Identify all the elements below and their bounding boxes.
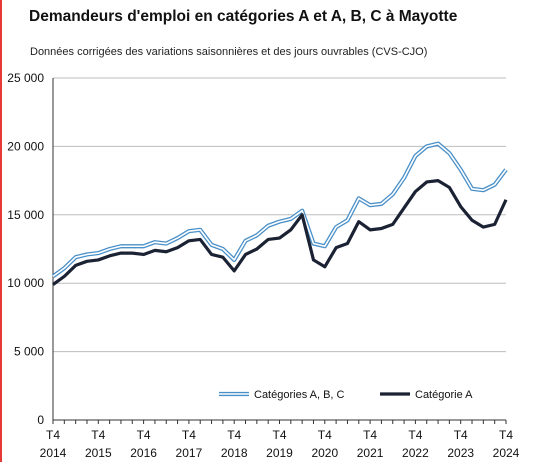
- chart-subtitle: Données corrigées des variations saisonn…: [30, 46, 428, 58]
- series-line-cat-gorie-a: [52, 179, 508, 286]
- x-tick-quarter-label: T4: [137, 428, 151, 442]
- x-tick-year-label: 2022: [402, 446, 429, 460]
- x-tick-quarter-label: T4: [227, 428, 241, 442]
- y-tick-label: 15 000: [7, 208, 44, 222]
- series-line-cat-gories-a-b-c: [51, 141, 508, 279]
- x-tick-quarter-label: T4: [91, 428, 105, 442]
- x-tick-year-label: 2015: [85, 446, 112, 460]
- x-tick-quarter-label: T4: [454, 428, 468, 442]
- y-tick-label: 10 000: [7, 276, 44, 290]
- x-axis-ticks: T4 2014 T4 2015 T4 2016 T4 2017 T4 2018 T4 2019 T4 20…: [40, 420, 520, 460]
- x-tick-year-label: 2020: [311, 446, 338, 460]
- x-tick-quarter-label: T4: [408, 428, 422, 442]
- x-tick-year-label: 2016: [130, 446, 157, 460]
- x-tick-quarter-label: T4: [272, 428, 286, 442]
- series-lines: [51, 141, 508, 286]
- series-line-cat-gories-a-b-c-inner: [52, 142, 507, 278]
- axes: [52, 78, 506, 421]
- x-tick-year-label: 2018: [221, 446, 248, 460]
- x-tick-year-label: 2014: [40, 446, 67, 460]
- left-edge-rule: [0, 0, 2, 462]
- x-tick-year-label: 2023: [447, 446, 474, 460]
- x-tick-year-label: 2021: [357, 446, 384, 460]
- y-tick-label: 25 000: [7, 71, 44, 85]
- legend-label-cat-gorie-a: Catégorie A: [415, 389, 473, 401]
- legend-label-cat-gories-a-b-c: Catégories A, B, C: [254, 389, 345, 401]
- grid-lines: [53, 77, 506, 353]
- y-tick-label: 20 000: [7, 139, 44, 153]
- y-axis-ticks: 0 5 000 10 000 15 000 20 000 25 000: [7, 71, 44, 427]
- x-tick-year-label: 2024: [493, 446, 520, 460]
- x-tick-year-label: 2017: [176, 446, 203, 460]
- x-tick-year-label: 2019: [266, 446, 293, 460]
- x-tick-quarter-label: T4: [363, 428, 377, 442]
- chart-legend: Catégories A, B, C Catégorie A: [219, 389, 473, 401]
- chart-title: Demandeurs d'emploi en catégories A et A…: [29, 8, 458, 25]
- y-tick-label: 5 000: [14, 345, 44, 359]
- x-tick-quarter-label: T4: [499, 428, 513, 442]
- x-tick-quarter-label: T4: [46, 428, 60, 442]
- x-tick-quarter-label: T4: [318, 428, 332, 442]
- y-tick-label: 0: [37, 413, 44, 427]
- x-tick-quarter-label: T4: [182, 428, 196, 442]
